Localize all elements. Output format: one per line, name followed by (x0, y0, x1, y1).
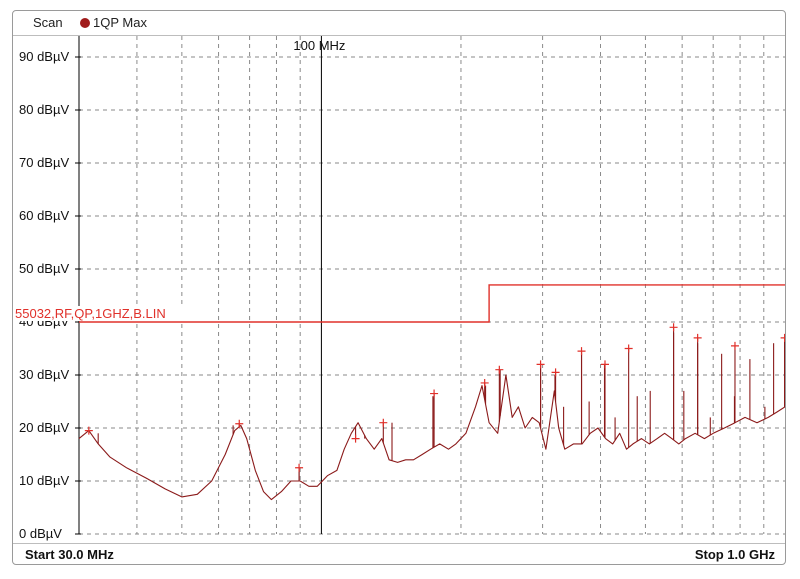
peak-marker (693, 333, 702, 342)
stop-frequency-label: Stop 1.0 GHz (694, 547, 775, 562)
peak-marker (780, 333, 785, 342)
peak-marker (379, 418, 388, 427)
peak-marker (430, 389, 439, 398)
peak-marker (480, 378, 489, 387)
y-tick-label: 60 dBµV (19, 208, 69, 223)
measurement-trace (78, 374, 785, 501)
peak-marker (235, 419, 244, 428)
y-tick-label: 90 dBµV (19, 49, 69, 64)
peak-marker (577, 347, 586, 356)
trace-label: 1QP Max (93, 15, 147, 30)
y-tick-label: 0 dBµV (19, 526, 62, 541)
peak-marker (351, 434, 360, 443)
peak-marker (624, 344, 633, 353)
scan-label: Scan (33, 15, 63, 30)
y-tick-label: 30 dBµV (19, 367, 69, 382)
peak-marker (84, 426, 93, 435)
peak-marker (495, 365, 504, 374)
limit-label-background (13, 306, 213, 321)
frequency-footer: Start 30.0 MHz Stop 1.0 GHz (13, 543, 785, 564)
y-tick-label: 20 dBµV (19, 420, 69, 435)
y-tick-label: 50 dBµV (19, 261, 69, 276)
y-tick-label: 70 dBµV (19, 155, 69, 170)
spectrum-analyzer-window: Scan 1QP Max 0 dBµV 10 dBµV 20 dBµV 30 dBµV… (12, 10, 786, 565)
y-tick-label: 80 dBµV (19, 102, 69, 117)
peak-marker (295, 463, 304, 472)
peak-marker (551, 368, 560, 377)
y-tick-label: 10 dBµV (19, 473, 69, 488)
peak-marker (730, 341, 739, 350)
limit-line (79, 284, 785, 323)
frequency-marker-label: 100 MHz (293, 38, 345, 53)
peak-marker (536, 360, 545, 369)
peak-marker (669, 323, 678, 332)
trace-indicator-icon (80, 18, 90, 28)
peak-marker (600, 360, 609, 369)
trace-header: Scan 1QP Max (13, 11, 785, 36)
limit-line-label: 55032,RF,QP,1GHZ,B.LIN (15, 306, 166, 321)
start-frequency-label: Start 30.0 MHz (25, 547, 114, 562)
